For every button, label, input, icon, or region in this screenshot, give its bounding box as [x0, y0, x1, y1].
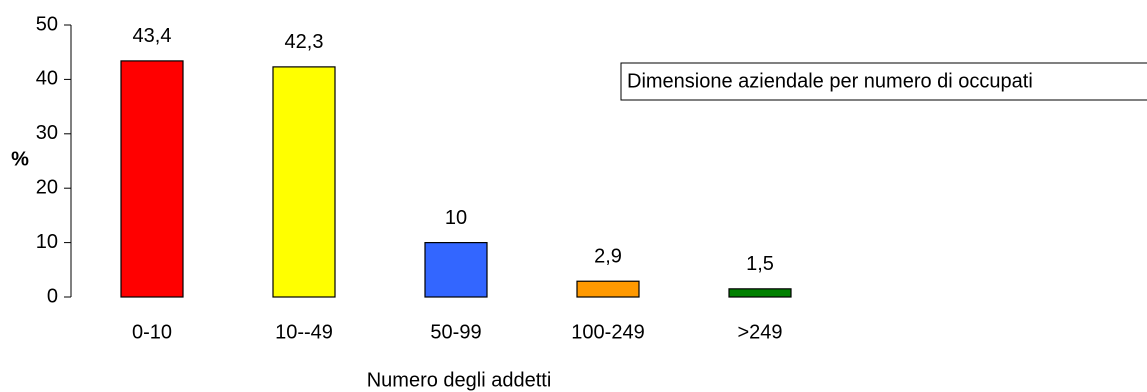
y-tick-label: 40 — [36, 68, 58, 90]
y-tick-label: 20 — [36, 176, 58, 198]
data-label: 2,9 — [594, 246, 622, 268]
x-tick-label: >249 — [737, 321, 782, 343]
x-tick-label: 10--49 — [275, 321, 333, 343]
x-tick-label: 100-249 — [571, 321, 644, 343]
legend-text: Dimensione aziendale per numero di occup… — [627, 70, 1033, 92]
x-tick-label: 0-10 — [132, 321, 172, 343]
legend: Dimensione aziendale per numero di occup… — [620, 62, 1147, 101]
data-label: 42,3 — [285, 31, 324, 53]
bars — [120, 60, 792, 298]
bar — [576, 280, 640, 298]
plot-area: 0 10 20 30 40 50 43,4 42,3 10 2,9 1,5 0-10 10--49 5… — [36, 13, 792, 343]
bar — [272, 66, 336, 298]
legend-box — [620, 62, 1147, 101]
bar — [120, 60, 184, 298]
x-axis-label: Numero degli addetti — [367, 369, 552, 391]
x-axis-ticks: 0-10 10--49 50-99 100-249 >249 — [132, 321, 783, 343]
y-axis-label: % — [11, 148, 29, 170]
data-labels: 43,4 42,3 10 2,9 1,5 — [133, 25, 774, 275]
y-tick-label: 50 — [36, 13, 58, 35]
data-label: 1,5 — [746, 253, 774, 275]
y-tick-label: 30 — [36, 122, 58, 144]
bar — [424, 242, 488, 298]
data-label: 10 — [445, 207, 467, 229]
y-axis-ticks: 0 10 20 30 40 50 — [36, 13, 71, 307]
y-tick-label: 0 — [47, 285, 58, 307]
data-label: 43,4 — [133, 25, 172, 47]
bar — [728, 288, 792, 298]
x-tick-label: 50-99 — [430, 321, 481, 343]
y-tick-label: 10 — [36, 231, 58, 253]
